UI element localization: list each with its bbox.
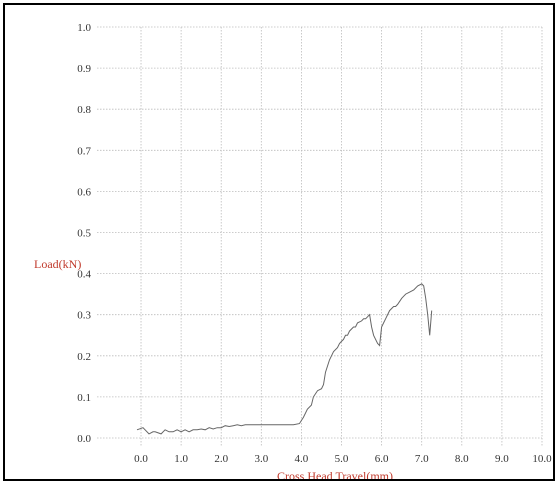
x-tick-label: 7.0 xyxy=(415,453,429,465)
x-tick-label: 6.0 xyxy=(375,453,389,465)
y-tick-label: 0.0 xyxy=(77,433,91,445)
x-tick-label: 1.0 xyxy=(174,453,188,465)
y-tick-label: 0.5 xyxy=(77,228,91,240)
y-tick-labels: 0.0 0.1 0.2 0.3 0.4 0.5 0.6 0.7 0.8 0.9 1.0 xyxy=(77,22,91,445)
series-line xyxy=(136,283,433,435)
x-tick-label: 4.0 xyxy=(295,453,309,465)
y-tick-label: 0.9 xyxy=(77,63,91,75)
x-tick-label: 2.0 xyxy=(214,453,228,465)
y-tick-label: 0.8 xyxy=(77,104,91,116)
x-axis-label: Cross Head Travel(mm) xyxy=(277,469,393,479)
series-group xyxy=(136,283,433,435)
y-tick-label: 1.0 xyxy=(77,22,91,34)
x-tick-label: 10.0 xyxy=(532,453,552,465)
y-tick-label: 0.4 xyxy=(77,269,91,281)
x-tick-label: 9.0 xyxy=(495,453,509,465)
x-tick-label: 5.0 xyxy=(335,453,349,465)
y-tick-label: 0.1 xyxy=(77,392,91,404)
grid xyxy=(97,26,543,446)
y-tick-label: 0.3 xyxy=(77,310,91,322)
chart-frame: 0.0 0.1 0.2 0.3 0.4 0.5 0.6 0.7 0.8 0.9 1.0 0.0 1.0… xyxy=(3,3,555,481)
x-tick-label: 3.0 xyxy=(254,453,268,465)
y-tick-label: 0.6 xyxy=(77,186,91,198)
chart: 0.0 0.1 0.2 0.3 0.4 0.5 0.6 0.7 0.8 0.9 1.0 0.0 1.0… xyxy=(34,22,552,479)
y-axis-label: Load(kN) xyxy=(34,257,81,271)
x-tick-labels: 0.0 1.0 2.0 3.0 4.0 5.0 6.0 7.0 8.0 9.0 10.0 xyxy=(134,453,552,465)
x-tick-label: 8.0 xyxy=(455,453,469,465)
x-tick-label: 0.0 xyxy=(134,453,148,465)
y-tick-label: 0.2 xyxy=(77,351,91,363)
y-tick-label: 0.7 xyxy=(77,145,91,157)
